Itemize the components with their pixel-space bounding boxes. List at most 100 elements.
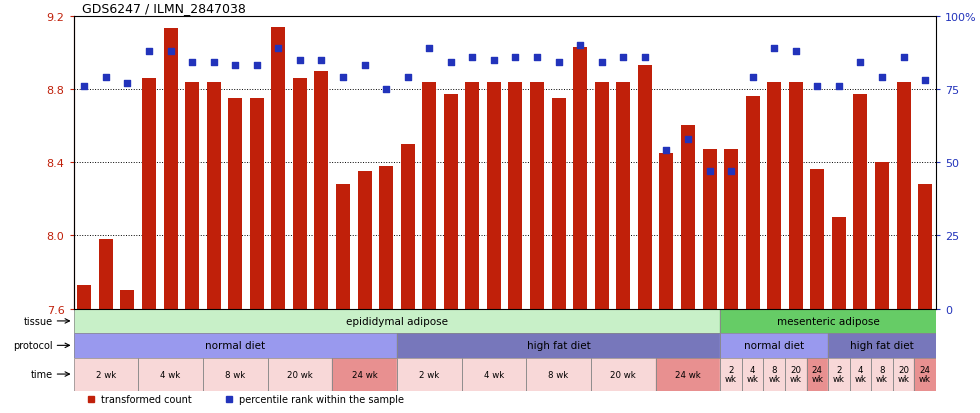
- Bar: [893, 358, 914, 391]
- Point: [831, 83, 847, 90]
- Bar: [397, 358, 462, 391]
- Point: [572, 43, 588, 49]
- Bar: [850, 358, 871, 391]
- Bar: [763, 358, 785, 391]
- Bar: [271, 28, 285, 309]
- Point: [659, 148, 674, 154]
- Point: [680, 136, 696, 142]
- Bar: [742, 358, 763, 391]
- Bar: [164, 29, 177, 309]
- Bar: [720, 333, 828, 358]
- Bar: [828, 358, 850, 391]
- Bar: [720, 358, 742, 391]
- Bar: [138, 358, 203, 391]
- Text: 8
wk: 8 wk: [876, 366, 888, 383]
- Bar: [767, 82, 781, 309]
- Bar: [660, 154, 673, 309]
- Text: 20
wk: 20 wk: [790, 366, 802, 383]
- Bar: [871, 358, 893, 391]
- Bar: [444, 95, 458, 309]
- Bar: [74, 358, 138, 391]
- Point: [702, 168, 717, 175]
- Bar: [526, 358, 591, 391]
- Point: [378, 86, 394, 93]
- Text: 8
wk: 8 wk: [768, 366, 780, 383]
- Bar: [763, 358, 785, 391]
- Point: [292, 57, 308, 64]
- Bar: [422, 82, 436, 309]
- Text: tissue: tissue: [24, 316, 53, 326]
- Bar: [530, 82, 544, 309]
- Bar: [487, 82, 501, 309]
- Bar: [720, 309, 936, 333]
- Text: transformed count: transformed count: [101, 394, 192, 404]
- Point: [766, 45, 782, 52]
- Bar: [315, 71, 328, 309]
- Point: [98, 75, 114, 81]
- Bar: [918, 185, 932, 309]
- Point: [594, 60, 610, 66]
- Bar: [526, 358, 591, 391]
- Bar: [332, 358, 397, 391]
- Bar: [875, 163, 889, 309]
- Bar: [74, 333, 397, 358]
- Bar: [681, 126, 695, 309]
- Bar: [509, 82, 522, 309]
- Point: [486, 57, 502, 64]
- Text: percentile rank within the sample: percentile rank within the sample: [239, 394, 404, 404]
- Bar: [785, 358, 807, 391]
- Point: [227, 63, 243, 69]
- Bar: [703, 150, 716, 309]
- Bar: [397, 333, 720, 358]
- Text: 4 wk: 4 wk: [484, 370, 504, 379]
- Point: [270, 45, 286, 52]
- Bar: [720, 309, 936, 333]
- Text: normal diet: normal diet: [744, 341, 805, 351]
- Point: [357, 63, 372, 69]
- Bar: [332, 358, 397, 391]
- Bar: [656, 358, 720, 391]
- Text: 8 wk: 8 wk: [225, 370, 245, 379]
- Bar: [142, 78, 156, 309]
- Bar: [724, 150, 738, 309]
- Bar: [720, 358, 742, 391]
- Text: 20 wk: 20 wk: [611, 370, 636, 379]
- Text: 4
wk: 4 wk: [855, 366, 866, 383]
- Bar: [203, 358, 268, 391]
- Bar: [74, 358, 138, 391]
- Bar: [850, 358, 871, 391]
- Point: [508, 54, 523, 61]
- Point: [465, 54, 480, 61]
- Point: [249, 63, 265, 69]
- Bar: [268, 358, 332, 391]
- Point: [809, 83, 825, 90]
- Point: [314, 57, 329, 64]
- Bar: [656, 358, 720, 391]
- Point: [896, 54, 911, 61]
- Text: protocol: protocol: [13, 341, 53, 351]
- Bar: [573, 47, 587, 309]
- Text: high fat diet: high fat diet: [526, 341, 591, 351]
- Text: 8 wk: 8 wk: [549, 370, 568, 379]
- Point: [184, 60, 200, 66]
- Text: normal diet: normal diet: [205, 341, 266, 351]
- Bar: [914, 358, 936, 391]
- Text: 20 wk: 20 wk: [287, 370, 313, 379]
- Text: 4 wk: 4 wk: [161, 370, 180, 379]
- Bar: [99, 240, 113, 309]
- Bar: [591, 358, 656, 391]
- Bar: [466, 82, 479, 309]
- Point: [551, 60, 566, 66]
- Bar: [785, 358, 807, 391]
- Bar: [789, 82, 803, 309]
- Bar: [185, 82, 199, 309]
- Point: [120, 81, 135, 87]
- Bar: [203, 358, 268, 391]
- Bar: [893, 358, 914, 391]
- Bar: [807, 358, 828, 391]
- Bar: [742, 358, 763, 391]
- Bar: [462, 358, 526, 391]
- Text: 24 wk: 24 wk: [352, 370, 377, 379]
- Bar: [121, 291, 134, 309]
- Point: [400, 75, 416, 81]
